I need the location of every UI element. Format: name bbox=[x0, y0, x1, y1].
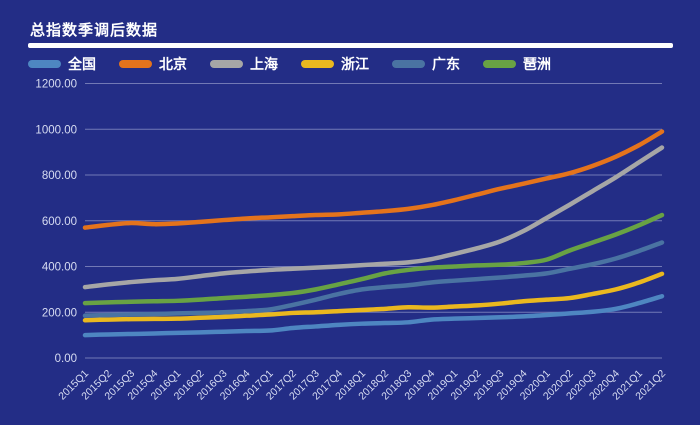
chart-title: 总指数季调后数据 bbox=[30, 22, 159, 39]
series-line-4 bbox=[82, 240, 665, 318]
legend-label: 广东 bbox=[432, 56, 460, 72]
legend-label: 琶洲 bbox=[523, 56, 551, 72]
legend-item-3: 浙江 bbox=[301, 54, 369, 74]
legend-swatch-icon bbox=[392, 60, 425, 68]
series-line-2 bbox=[82, 145, 665, 290]
series-line-3 bbox=[82, 271, 665, 323]
legend-swatch-icon bbox=[210, 60, 243, 68]
legend-label: 北京 bbox=[159, 56, 187, 72]
y-tick-label: 400.00 bbox=[42, 262, 77, 274]
y-tick-label: 600.00 bbox=[42, 216, 77, 228]
y-tick-label: 0.00 bbox=[55, 353, 77, 365]
y-tick-label: 800.00 bbox=[42, 170, 77, 182]
legend-swatch-icon bbox=[301, 60, 334, 68]
legend-item-0: 全国 bbox=[28, 54, 96, 74]
legend-label: 浙江 bbox=[341, 56, 369, 72]
series-line-0 bbox=[82, 293, 665, 338]
y-tick-label: 1000.00 bbox=[35, 124, 77, 136]
legend-label: 上海 bbox=[250, 56, 278, 72]
legend-item-2: 上海 bbox=[210, 54, 278, 74]
series-line-1 bbox=[82, 129, 665, 230]
title-underline bbox=[28, 43, 673, 48]
legend-swatch-icon bbox=[119, 60, 152, 68]
y-tick-label: 200.00 bbox=[42, 307, 77, 319]
y-tick-label: 1200.00 bbox=[35, 79, 77, 91]
legend-item-5: 琶洲 bbox=[483, 54, 551, 74]
legend-swatch-icon bbox=[28, 60, 61, 68]
legend-item-1: 北京 bbox=[119, 54, 187, 74]
legend-swatch-icon bbox=[483, 60, 516, 68]
series-line-5 bbox=[82, 212, 665, 306]
legend: 全国 北京 上海 浙江 广东 琶洲 bbox=[28, 54, 551, 74]
legend-item-4: 广东 bbox=[392, 54, 460, 74]
legend-label: 全国 bbox=[68, 56, 96, 72]
